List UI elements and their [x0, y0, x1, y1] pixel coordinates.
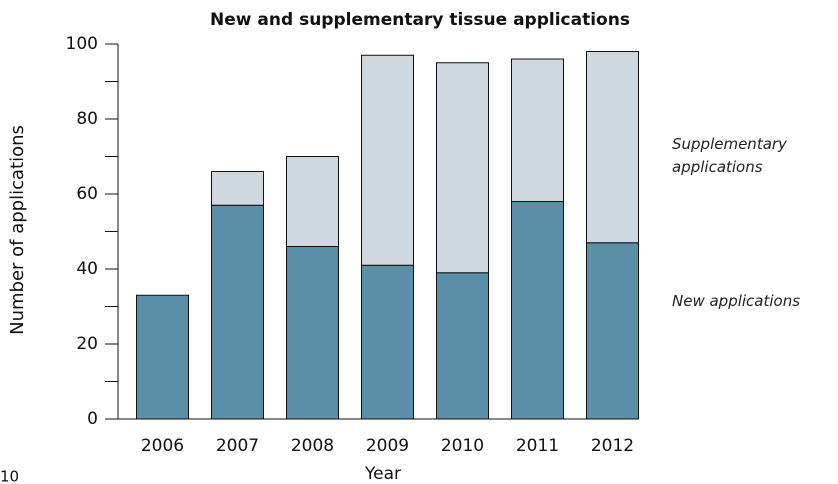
bar-segment — [511, 58, 564, 202]
y-tick-label: 60 — [76, 184, 98, 204]
x-tick-label: 2011 — [516, 436, 559, 456]
x-tick-label: 2007 — [216, 436, 259, 456]
legend-entry: Supplementary applications — [672, 135, 787, 176]
bar-segment — [286, 156, 339, 247]
x-tick-label: 2009 — [366, 436, 409, 456]
x-axis-label: Year — [364, 464, 401, 484]
y-tick-label: 80 — [76, 109, 98, 129]
bar-segment — [511, 201, 564, 420]
legend-entry: New applications — [672, 292, 801, 310]
y-tick-label: 20 — [76, 334, 98, 354]
bar-segment — [136, 294, 189, 420]
y-tick-label: 40 — [76, 259, 98, 279]
bar-segment — [586, 51, 639, 244]
bar-segment — [361, 54, 414, 266]
bar-segment — [436, 62, 489, 274]
y-tick-label: 0 — [87, 409, 98, 429]
x-tick-label: 2010 — [441, 436, 484, 456]
x-tick-label: 2012 — [591, 436, 634, 456]
bar-segment — [211, 204, 264, 420]
page-number: 10 — [0, 468, 19, 484]
chart-title: New and supplementary tissue application… — [210, 10, 630, 30]
bar-segment — [586, 242, 639, 420]
bar-segment — [361, 264, 414, 420]
bar-segment — [286, 246, 339, 420]
bar-segment — [211, 171, 264, 206]
bar-segment — [436, 272, 489, 420]
x-tick-label: 2006 — [141, 436, 184, 456]
x-tick-label: 2008 — [291, 436, 334, 456]
y-axis-label: Number of applications — [7, 125, 28, 335]
y-tick-label: 100 — [66, 34, 98, 54]
